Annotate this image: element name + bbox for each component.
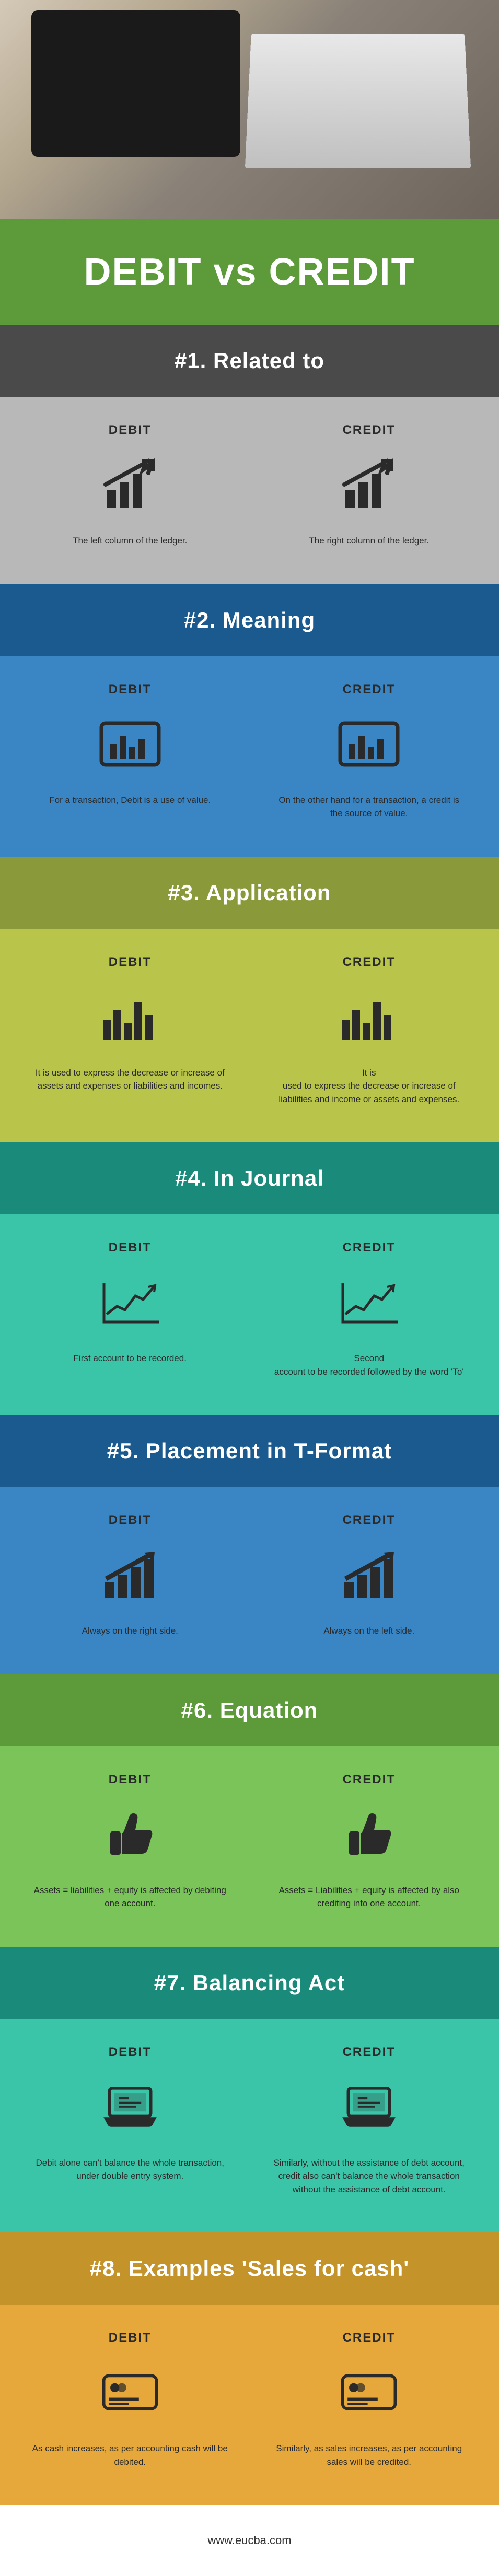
bars-arrow-icon <box>338 1546 400 1603</box>
debit-column: DEBIT It is used to express the decrease… <box>21 955 239 1106</box>
footer: www.eucba.com <box>0 2505 499 2576</box>
credit-label: CREDIT <box>343 682 396 697</box>
debit-column: DEBIT The left column of the ledger. <box>21 423 239 548</box>
debit-column: DEBIT Always on the right side. <box>21 1513 239 1638</box>
section-header-5: #5. Placement in T-Format <box>0 1415 499 1487</box>
credit-label: CREDIT <box>343 423 396 438</box>
section-header-1: #1. Related to <box>0 325 499 397</box>
section-body-6: DEBIT Assets = liabilities + equity is a… <box>0 1746 499 1947</box>
section-header-3: #3. Application <box>0 857 499 929</box>
debit-label: DEBIT <box>109 682 152 697</box>
credit-description: The right column of the ledger. <box>309 534 429 548</box>
section-header-7: #7. Balancing Act <box>0 1947 499 2019</box>
debit-column: DEBIT As cash increases, as per accounti… <box>21 2331 239 2468</box>
debit-column: DEBIT Debit alone can't balance the whol… <box>21 2045 239 2196</box>
section-body-8: DEBIT As cash increases, as per accounti… <box>0 2305 499 2505</box>
credit-card-icon <box>99 2364 161 2421</box>
debit-description: First account to be recorded. <box>74 1352 187 1365</box>
section-header-8: #8. Examples 'Sales for cash' <box>0 2232 499 2305</box>
debit-column: DEBIT For a transaction, Debit is a use … <box>21 682 239 820</box>
credit-column: CREDIT It isused to express the decrease… <box>260 955 479 1106</box>
credit-column: CREDIT Similarly, as sales increases, as… <box>260 2331 479 2468</box>
credit-description: It isused to express the decrease or inc… <box>270 1066 468 1106</box>
section-body-4: DEBIT First account to be recorded.CREDI… <box>0 1214 499 1415</box>
credit-description: On the other hand for a transaction, a c… <box>278 794 459 820</box>
debit-description: Always on the right side. <box>82 1624 178 1638</box>
debit-description: It is used to express the decrease or in… <box>31 1066 229 1093</box>
section-header-6: #6. Equation <box>0 1674 499 1746</box>
debit-label: DEBIT <box>109 2331 152 2345</box>
credit-label: CREDIT <box>343 1240 396 1255</box>
section-body-1: DEBIT The left column of the ledger.CRED… <box>0 397 499 584</box>
credit-column: CREDIT Always on the left side. <box>260 1513 479 1638</box>
credit-column: CREDIT Secondaccount to be recorded foll… <box>260 1240 479 1378</box>
debit-column: DEBIT First account to be recorded. <box>21 1240 239 1378</box>
credit-column: CREDIT Assets = Liabilities + equity is … <box>260 1773 479 1910</box>
laptop-icon <box>338 2078 400 2135</box>
credit-label: CREDIT <box>343 2331 396 2345</box>
bars-arrow-icon <box>99 1546 161 1603</box>
debit-label: DEBIT <box>109 1240 152 1255</box>
thumbs-up-icon <box>99 1805 161 1863</box>
debit-description: Assets = liabilities + equity is affecte… <box>31 1884 229 1910</box>
section-body-5: DEBIT Always on the right side.CREDIT Al… <box>0 1487 499 1674</box>
debit-label: DEBIT <box>109 423 152 438</box>
credit-column: CREDIT The right column of the ledger. <box>260 423 479 548</box>
laptop-icon <box>99 2078 161 2135</box>
debit-label: DEBIT <box>109 1773 152 1787</box>
debit-label: DEBIT <box>109 1513 152 1528</box>
debit-description: Debit alone can't balance the whole tran… <box>36 2156 224 2183</box>
debit-description: For a transaction, Debit is a use of val… <box>49 794 211 807</box>
bars-box-icon <box>99 715 161 773</box>
infographic-page: DEBIT vs CREDIT #1. Related toDEBIT The … <box>0 0 499 2576</box>
page-title: DEBIT vs CREDIT <box>10 251 489 293</box>
credit-label: CREDIT <box>343 1513 396 1528</box>
bars-varied-icon <box>99 988 161 1045</box>
line-chart-icon <box>99 1273 161 1331</box>
credit-label: CREDIT <box>343 955 396 970</box>
debit-label: DEBIT <box>109 2045 152 2060</box>
credit-column: CREDIT On the other hand for a transacti… <box>260 682 479 820</box>
credit-description: Similarly, without the assistance of deb… <box>270 2156 468 2196</box>
section-header-4: #4. In Journal <box>0 1142 499 1214</box>
hero-image <box>0 0 499 219</box>
footer-url: www.eucba.com <box>207 2534 291 2547</box>
title-banner: DEBIT vs CREDIT <box>0 219 499 325</box>
section-body-3: DEBIT It is used to express the decrease… <box>0 929 499 1143</box>
debit-description: As cash increases, as per accounting cas… <box>31 2442 229 2468</box>
debit-column: DEBIT Assets = liabilities + equity is a… <box>21 1773 239 1910</box>
credit-description: Assets = Liabilities + equity is affecte… <box>278 1884 459 1910</box>
credit-description: Secondaccount to be recorded followed by… <box>274 1352 464 1378</box>
credit-label: CREDIT <box>343 1773 396 1787</box>
debit-label: DEBIT <box>109 955 152 970</box>
credit-card-icon <box>338 2364 400 2421</box>
bars-up-icon <box>99 456 161 513</box>
bars-box-icon <box>338 715 400 773</box>
line-chart-icon <box>338 1273 400 1331</box>
debit-description: The left column of the ledger. <box>73 534 187 548</box>
credit-description: Similarly, as sales increases, as per ac… <box>276 2442 462 2468</box>
section-body-2: DEBIT For a transaction, Debit is a use … <box>0 656 499 857</box>
credit-column: CREDIT Similarly, without the assistance… <box>260 2045 479 2196</box>
bars-varied-icon <box>338 988 400 1045</box>
bars-up-icon <box>338 456 400 513</box>
section-body-7: DEBIT Debit alone can't balance the whol… <box>0 2019 499 2233</box>
credit-description: Always on the left side. <box>323 1624 414 1638</box>
thumbs-up-icon <box>338 1805 400 1863</box>
section-header-2: #2. Meaning <box>0 584 499 656</box>
credit-label: CREDIT <box>343 2045 396 2060</box>
